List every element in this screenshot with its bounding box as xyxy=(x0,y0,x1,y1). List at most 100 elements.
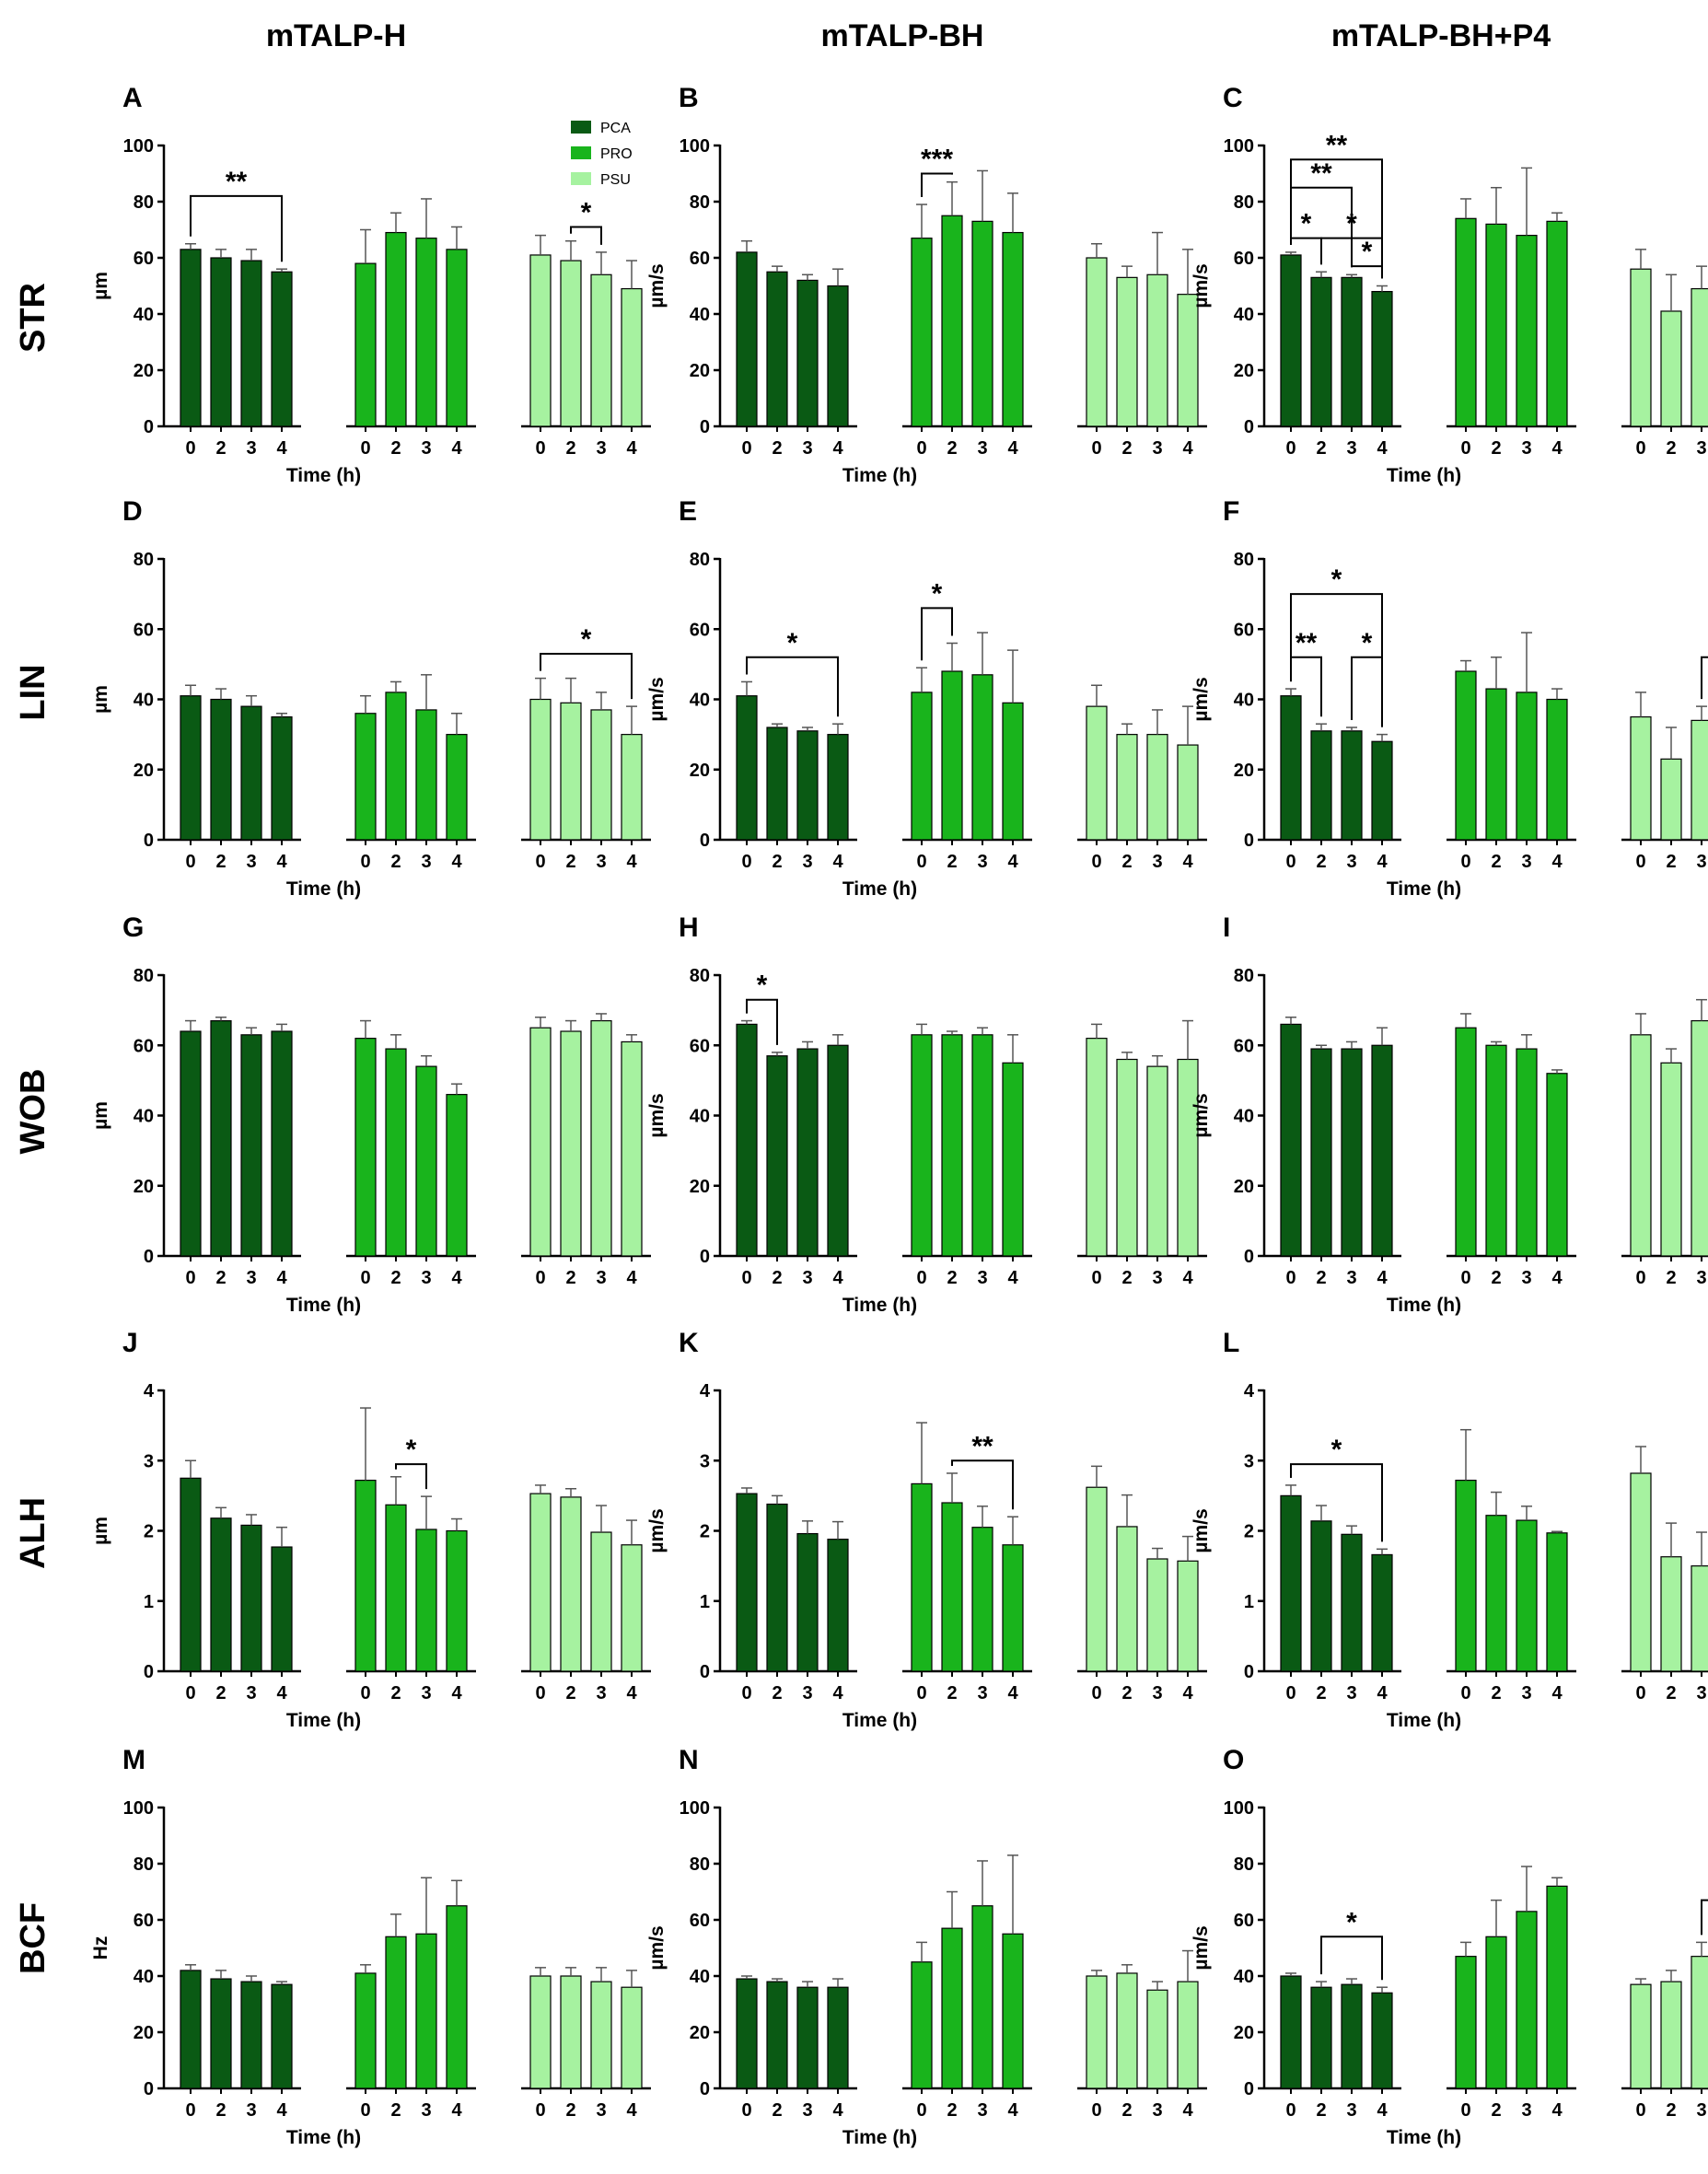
bar-pca-t3 xyxy=(796,279,819,427)
x-tick-label: 2 xyxy=(1316,438,1326,459)
panel-label: K xyxy=(679,1328,699,1358)
bar-psu-t2 xyxy=(1660,1062,1682,1257)
bar-psu-t3 xyxy=(1691,1565,1708,1672)
y-tick-label: 60 xyxy=(1234,249,1254,269)
x-tick-label: 4 xyxy=(626,1683,637,1703)
significance-marker: * xyxy=(1362,237,1373,267)
bar-pro-t3 xyxy=(1516,1911,1538,2089)
y-axis-title: µm/s xyxy=(646,263,668,308)
x-axis-title: Time (h) xyxy=(842,1710,917,1731)
bar-pro-t3 xyxy=(971,1905,993,2089)
x-tick-label: 4 xyxy=(1007,852,1018,872)
significance-bracket xyxy=(921,172,953,198)
x-tick-label: 3 xyxy=(1346,438,1356,459)
y-axis-title: µm/s xyxy=(646,677,668,721)
y-axis-title: µm/s xyxy=(1191,1925,1212,1970)
y-axis-title: µm xyxy=(90,272,111,300)
x-tick-label: 4 xyxy=(276,2100,287,2121)
bar-pro-t4 xyxy=(446,1094,468,1257)
panel-label: O xyxy=(1223,1745,1244,1775)
x-tick-label: 2 xyxy=(772,1683,782,1703)
x-tick-label: 3 xyxy=(421,2100,431,2121)
bar-psu-t2 xyxy=(1116,734,1138,841)
y-tick-label: 0 xyxy=(700,1247,710,1267)
significance-bracket xyxy=(570,226,602,245)
x-tick-label: 0 xyxy=(741,1683,751,1703)
bar-psu-t0 xyxy=(1630,1034,1652,1257)
y-tick-label: 2 xyxy=(700,1522,710,1542)
panel-label: N xyxy=(679,1745,699,1775)
bar-pca-t2 xyxy=(210,1019,232,1257)
y-axis-title: µm/s xyxy=(1191,1093,1212,1137)
x-tick-label: 3 xyxy=(977,2100,987,2121)
significance-bracket xyxy=(1701,656,1708,700)
x-axis-title: Time (h) xyxy=(842,1295,917,1316)
x-tick-label: 4 xyxy=(1182,852,1193,872)
panel-label: D xyxy=(122,496,143,527)
x-tick-label: 4 xyxy=(832,2100,843,2121)
bar-psu-t3 xyxy=(1146,734,1168,841)
x-tick-label: 4 xyxy=(451,1683,462,1703)
x-tick-label: 3 xyxy=(421,1268,431,1288)
x-axis-title: Time (h) xyxy=(286,465,361,486)
bar-pro-t4 xyxy=(446,1905,468,2089)
bar-pro-t0 xyxy=(911,1961,933,2089)
bar-pro-t3 xyxy=(971,1034,993,1257)
y-tick-label: 1 xyxy=(700,1592,710,1612)
bar-pro-t0 xyxy=(1455,1956,1477,2089)
bar-pro-t3 xyxy=(1516,235,1538,427)
bar-pca-t0 xyxy=(1280,695,1302,841)
bar-pro-t0 xyxy=(354,1972,377,2089)
x-tick-label: 4 xyxy=(1377,2100,1388,2121)
bar-psu-t3 xyxy=(590,1981,612,2089)
bar-pro-t4 xyxy=(1546,1532,1568,1672)
y-tick-label: 40 xyxy=(134,691,154,711)
x-axis-title: Time (h) xyxy=(842,465,917,486)
significance-marker: * xyxy=(1301,209,1312,239)
bar-psu-t0 xyxy=(1086,705,1108,841)
column-header-mtalp-bh-p4: mTALP-BH+P4 xyxy=(1331,18,1551,53)
x-tick-label: 2 xyxy=(1121,1683,1132,1703)
significance-marker: ** xyxy=(1296,628,1318,658)
bar-pro-t2 xyxy=(1485,688,1507,841)
x-tick-label: 0 xyxy=(360,852,370,872)
x-tick-label: 2 xyxy=(390,438,401,459)
x-tick-label: 0 xyxy=(1460,1268,1470,1288)
bar-psu-t4 xyxy=(1177,1560,1199,1672)
x-tick-label: 3 xyxy=(1696,1683,1706,1703)
y-tick-label: 80 xyxy=(134,192,154,213)
x-tick-label: 4 xyxy=(1007,1268,1018,1288)
y-tick-label: 40 xyxy=(690,1107,710,1127)
row-header-wob: WOB xyxy=(14,1069,52,1155)
x-tick-label: 4 xyxy=(1182,1683,1193,1703)
x-tick-label: 0 xyxy=(1091,2100,1101,2121)
y-tick-label: 60 xyxy=(134,620,154,640)
panel-label: I xyxy=(1223,913,1230,943)
panel-label: M xyxy=(122,1745,145,1775)
y-axis-title: µm xyxy=(90,1101,111,1130)
significance-bracket xyxy=(1290,593,1383,727)
x-tick-label: 3 xyxy=(246,1268,256,1288)
y-tick-label: 1 xyxy=(144,1592,154,1612)
x-tick-label: 0 xyxy=(916,852,926,872)
bar-pro-t3 xyxy=(1516,1519,1538,1672)
bar-pro-t3 xyxy=(1516,1048,1538,1257)
bar-pro-t3 xyxy=(415,709,437,841)
x-tick-label: 3 xyxy=(596,438,606,459)
bar-pca-t0 xyxy=(1280,1975,1302,2089)
y-tick-label: 100 xyxy=(1224,136,1254,157)
bar-pro-t2 xyxy=(1485,223,1507,427)
x-axis-title: Time (h) xyxy=(1387,1710,1461,1731)
panel-label: C xyxy=(1223,83,1243,113)
x-axis-title: Time (h) xyxy=(1387,2127,1461,2148)
bar-pro-t2 xyxy=(941,1034,963,1257)
x-tick-label: 2 xyxy=(215,1268,226,1288)
